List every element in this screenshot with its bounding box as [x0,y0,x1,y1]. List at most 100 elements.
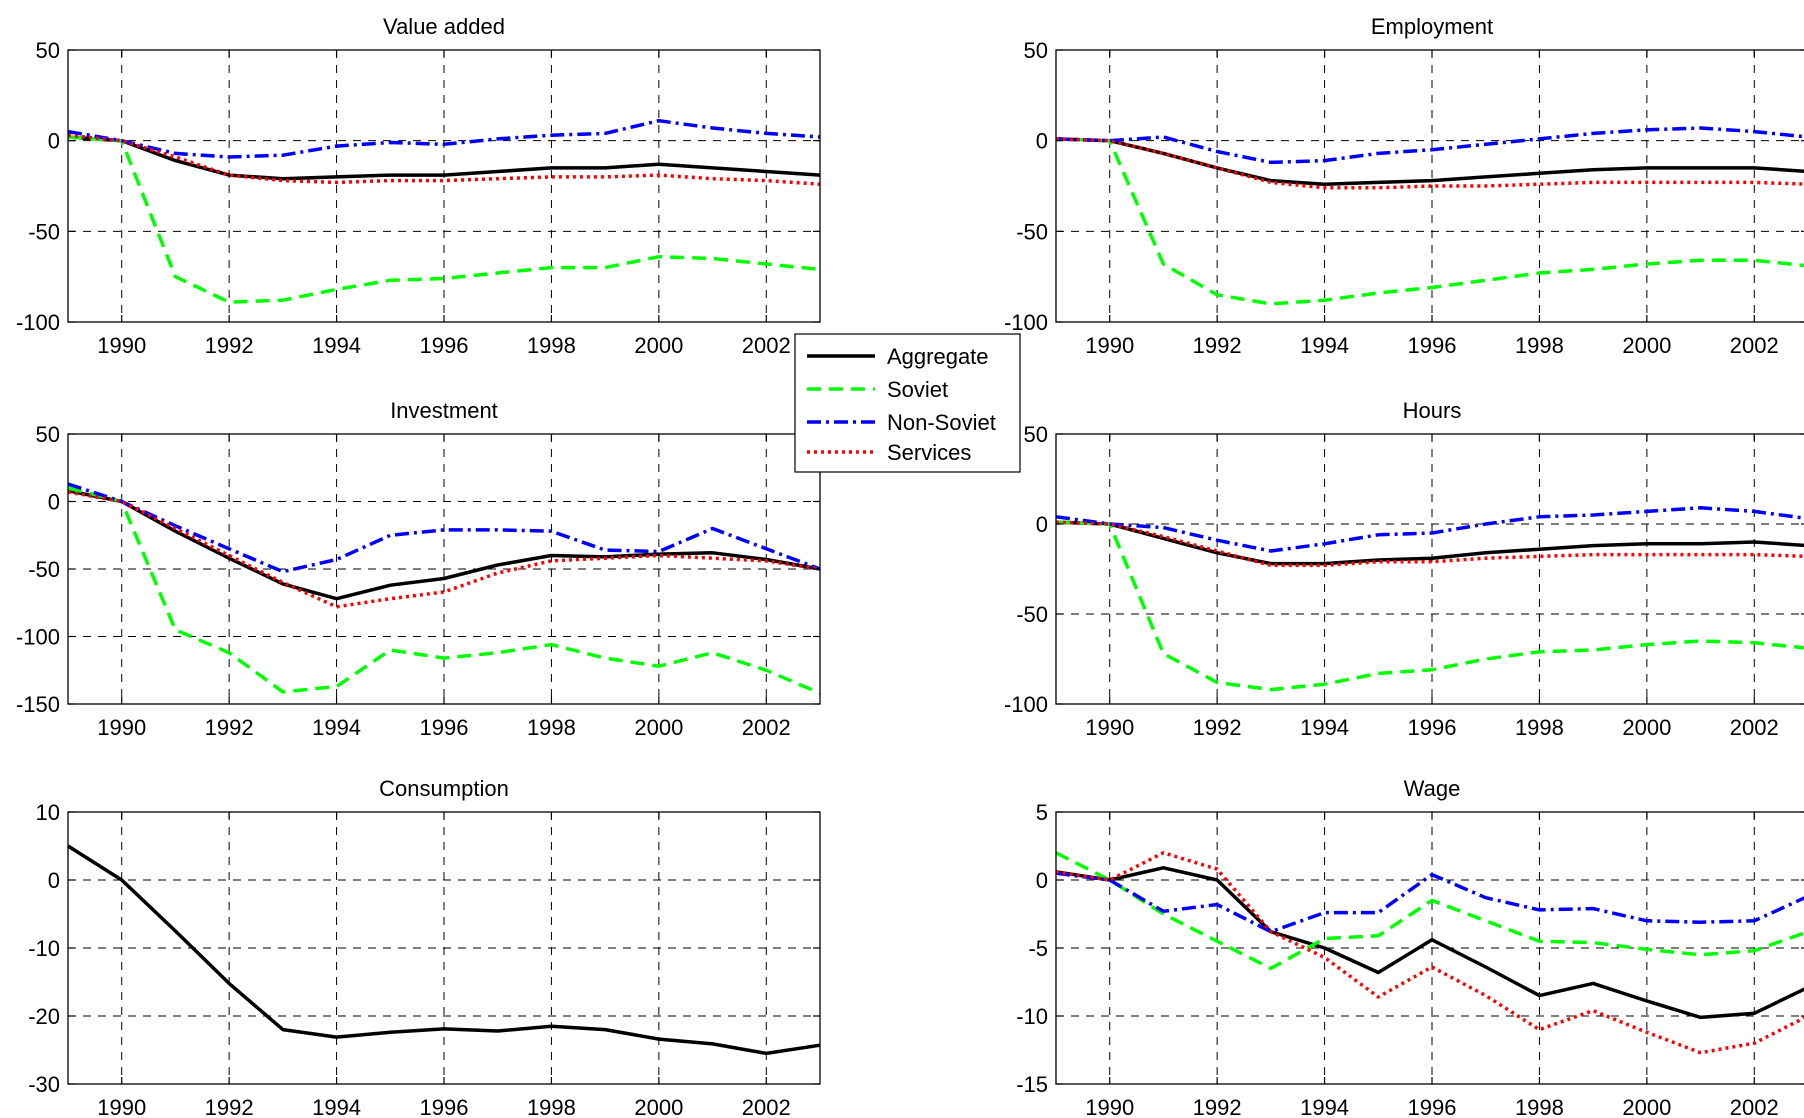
panel-investment-line-soviet [67,486,821,695]
panel-investment-xtick-label: 1994 [312,715,361,740]
panel-consumption: Consumption 1990 1992 1994 1996 1998 2000 2002 1… [28,776,821,1118]
panel-hours-line-services [1055,520,1804,568]
panel-employment-ytick-label: -50 [1016,219,1048,244]
panel-wage-ytick-label: -10 [1016,1004,1048,1029]
legend: Aggregate Soviet Non-Soviet Services [794,333,1021,473]
panel-value-added-xtick-label: 1992 [205,333,254,358]
panel-hours-xtick-label: 1994 [1300,715,1349,740]
panel-hours-ytick-label: -100 [1004,692,1048,717]
panel-investment-line-aggregate [67,488,821,601]
panel-value-added-xtick-label: 1996 [420,333,469,358]
panel-employment-ytick-label: 50 [1024,38,1048,63]
panel-consumption-ytick-label: 0 [48,868,60,893]
panel-wage-xtick-label: 1998 [1515,1095,1564,1118]
panel-wage-ytick-label: 0 [1036,868,1048,893]
panel-wage-xtick-label: 2002 [1730,1095,1779,1118]
panel-employment-xtick-label: 1992 [1193,333,1242,358]
panel-hours-xtick-label: 1996 [1408,715,1457,740]
panel-investment-line-non-soviet [67,482,821,574]
panel-investment-xtick-label: 1996 [420,715,469,740]
panel-hours-xtick-label: 1998 [1515,715,1564,740]
panel-value-added-xtick-label: 1994 [312,333,361,358]
panel-wage-title: Wage [1404,776,1461,801]
panel-hours-line-soviet [1055,520,1804,692]
panel-wage-ytick-label: -15 [1016,1072,1048,1097]
panel-wage-xtick-label: 1990 [1085,1095,1134,1118]
panel-investment-xtick-label: 2002 [742,715,791,740]
panel-employment-xtick-label: 2000 [1622,333,1671,358]
panel-value-added-line-non-soviet [67,118,821,159]
panel-employment-line-non-soviet [1055,126,1804,165]
panel-value-added-ytick-label: -50 [28,219,60,244]
panel-value-added-xtick-label: 1998 [527,333,576,358]
legend-label-aggregate: Aggregate [887,344,989,369]
panel-wage-line-services [1055,851,1804,1055]
panel-value-added-xtick-label: 2002 [742,333,791,358]
panel-employment-xtick-label: 1994 [1300,333,1349,358]
panel-consumption-ytick-label: -10 [28,936,60,961]
panel-hours-xtick-label: 1992 [1193,715,1242,740]
panel-hours-ytick-label: -50 [1016,602,1048,627]
panel-value-added-xtick-label: 2000 [634,333,683,358]
panel-value-added-ytick-label: -100 [16,310,60,335]
panel-investment-ytick-label: -100 [16,625,60,650]
panel-wage-ytick-label: -5 [1028,936,1048,961]
panel-consumption-ytick-label: -20 [28,1004,60,1029]
panel-investment-xtick-label: 1992 [205,715,254,740]
panel-wage-xtick-label: 1996 [1408,1095,1457,1118]
panel-consumption-ytick-label: -30 [28,1072,60,1097]
panel-hours-xtick-label: 1990 [1085,715,1134,740]
panel-wage-line-non-soviet [1055,871,1804,934]
panel-employment-ytick-label: -100 [1004,310,1048,335]
panel-employment-xtick-label: 1996 [1408,333,1457,358]
panel-investment: Investment 1990 1992 1994 1996 1998 2000 2002 50… [16,398,821,740]
panel-value-added: Value added 1990 1992 1994 1996 1998 2000 2002 5… [16,14,821,358]
panel-value-added-xtick-label: 1990 [97,333,146,358]
panel-investment-title: Investment [390,398,498,423]
panel-value-added-ytick-label: 0 [48,129,60,154]
panel-employment-xtick-label: 1998 [1515,333,1564,358]
panel-investment-line-services [67,490,821,609]
panel-consumption-title: Consumption [379,776,509,801]
panel-consumption-xtick-label: 1998 [527,1095,576,1118]
panel-investment-ytick-label: -150 [16,692,60,717]
panel-wage-ytick-label: 5 [1036,800,1048,825]
panel-employment-ytick-label: 0 [1036,129,1048,154]
legend-label-services: Services [887,440,971,465]
panel-value-added-ytick-label: 50 [36,38,60,63]
panel-hours-ytick-label: 50 [1024,422,1048,447]
panel-hours-ytick-label: 0 [1036,512,1048,537]
panel-investment-ytick-label: -50 [28,557,60,582]
panel-hours-title: Hours [1403,398,1462,423]
panel-hours-line-non-soviet [1055,506,1804,553]
panel-hours-xtick-label: 2002 [1730,715,1779,740]
panel-consumption-xtick-label: 2002 [742,1095,791,1118]
panel-consumption-xtick-label: 2000 [634,1095,683,1118]
panel-investment-xtick-label: 1990 [97,715,146,740]
legend-label-soviet: Soviet [887,377,948,402]
panel-employment: Employment 1990 1992 1994 1996 1998 2000 2002 50… [1004,14,1804,358]
panel-wage: Wage 1990 1992 1994 1996 1998 2000 2002 5 0 -5 -10 -… [1016,776,1804,1118]
panel-employment-line-soviet [1055,137,1804,306]
panel-hours-axes-box [1055,433,1804,705]
panel-value-added-line-aggregate [67,135,821,181]
panel-hours: Hours 1990 1992 1994 1996 1998 2000 2002 50 0 -50 -… [1004,398,1804,740]
panel-employment-line-aggregate [1055,137,1804,186]
panel-value-added-line-services [67,133,821,186]
panel-wage-xtick-label: 2000 [1622,1095,1671,1118]
legend-label-non-soviet: Non-Soviet [887,410,996,435]
panel-value-added-title: Value added [383,14,505,39]
panel-wage-xtick-label: 1994 [1300,1095,1349,1118]
panel-employment-xtick-label: 2002 [1730,333,1779,358]
panel-investment-ytick-label: 50 [36,422,60,447]
panel-employment-title: Employment [1371,14,1493,39]
panel-consumption-xtick-label: 1996 [420,1095,469,1118]
panel-wage-line-aggregate [1055,866,1804,1020]
panel-consumption-xtick-label: 1994 [312,1095,361,1118]
panel-consumption-line-aggregate [67,844,821,1056]
panel-consumption-xtick-label: 1992 [205,1095,254,1118]
panel-investment-xtick-label: 2000 [634,715,683,740]
panel-consumption-ytick-label: 10 [36,800,60,825]
panel-employment-line-services [1055,137,1804,190]
